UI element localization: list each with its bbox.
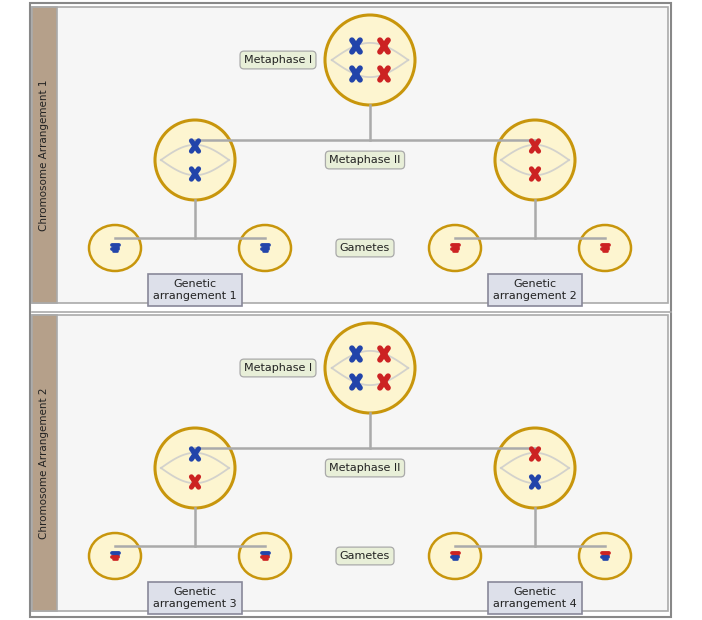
Ellipse shape [155,120,235,200]
Text: Genetic
arrangement 2: Genetic arrangement 2 [493,279,577,301]
Ellipse shape [239,225,291,271]
FancyBboxPatch shape [32,7,57,303]
Text: Metaphase II: Metaphase II [329,463,401,473]
FancyBboxPatch shape [32,315,57,611]
Text: Genetic
arrangement 4: Genetic arrangement 4 [493,587,577,609]
Text: Gametes: Gametes [340,243,390,253]
FancyBboxPatch shape [32,7,668,303]
Ellipse shape [495,120,575,200]
FancyBboxPatch shape [32,315,668,611]
Text: Genetic
arrangement 3: Genetic arrangement 3 [153,587,237,609]
Ellipse shape [579,225,631,271]
Ellipse shape [579,533,631,579]
Ellipse shape [89,225,141,271]
Text: Chromosome Arrangement 2: Chromosome Arrangement 2 [39,388,49,539]
Ellipse shape [325,15,415,105]
Text: Metaphase I: Metaphase I [244,55,312,65]
Text: Metaphase I: Metaphase I [244,363,312,373]
Text: Genetic
arrangement 1: Genetic arrangement 1 [153,279,237,301]
Text: Chromosome Arrangement 1: Chromosome Arrangement 1 [39,79,49,231]
Ellipse shape [239,533,291,579]
Ellipse shape [155,428,235,508]
Ellipse shape [325,323,415,413]
Ellipse shape [429,533,481,579]
Text: Metaphase II: Metaphase II [329,155,401,165]
Text: Gametes: Gametes [340,551,390,561]
Ellipse shape [429,225,481,271]
Ellipse shape [495,428,575,508]
Ellipse shape [89,533,141,579]
